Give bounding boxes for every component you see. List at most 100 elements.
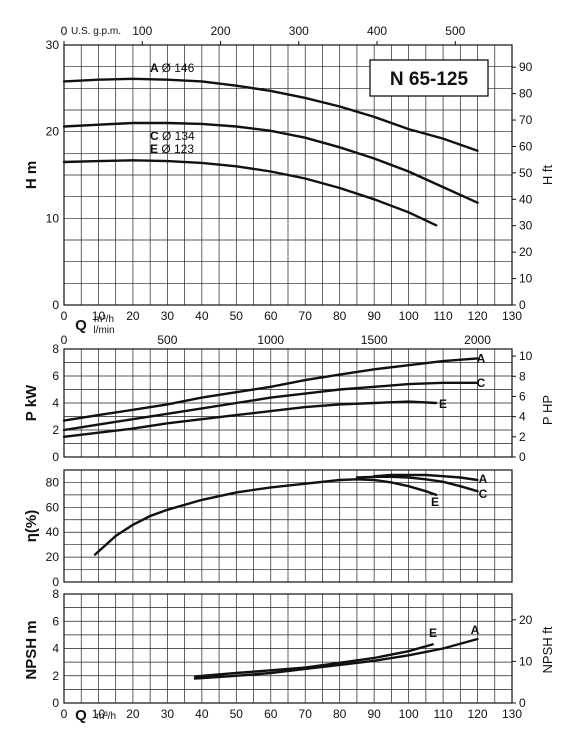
y-tick-label: 20 bbox=[46, 550, 60, 564]
curve-diameter: Ø 123 bbox=[161, 142, 194, 156]
y-right-tick-label: 0 bbox=[519, 298, 526, 312]
curve-letter: E bbox=[150, 142, 161, 156]
x-unit-label-bottom: m³/h bbox=[96, 711, 116, 722]
lmin-tick-label: 1000 bbox=[257, 333, 284, 347]
y-tick-label: 4 bbox=[52, 642, 59, 656]
y-tick-label: 6 bbox=[52, 369, 59, 383]
x-tick-label: 120 bbox=[468, 309, 488, 323]
x-tick-label: 40 bbox=[195, 309, 209, 323]
h-ft-axis-label: H ft bbox=[540, 165, 555, 186]
p-label-E: E bbox=[439, 397, 447, 411]
x-tick-label: 90 bbox=[367, 309, 381, 323]
y-tick-label: 0 bbox=[52, 696, 59, 710]
curve-letter: C bbox=[150, 129, 162, 143]
x-tick-label: 110 bbox=[434, 309, 453, 323]
x-tick-label: 90 bbox=[367, 707, 381, 721]
x-tick-label: 30 bbox=[161, 707, 175, 721]
y-right-tick-label: 10 bbox=[519, 272, 533, 286]
y-tick-label: 0 bbox=[52, 450, 59, 464]
top-tick-label: 400 bbox=[367, 24, 387, 38]
y-right-tick-label: 50 bbox=[519, 166, 533, 180]
eta-label-C: C bbox=[479, 487, 488, 501]
x-tick-label: 70 bbox=[299, 707, 313, 721]
x-tick-label: 100 bbox=[399, 707, 419, 721]
y-tick-label: 40 bbox=[46, 525, 60, 539]
lmin-tick-label: 2000 bbox=[464, 333, 491, 347]
y-tick-label: 10 bbox=[46, 211, 60, 225]
curve-C bbox=[62, 381, 479, 432]
x-tick-label: 110 bbox=[434, 707, 453, 721]
y-right-tick-label: 8 bbox=[519, 369, 526, 383]
npsh-label-E: E bbox=[429, 626, 437, 640]
top-tick-label: 500 bbox=[445, 24, 465, 38]
y-tick-label: 80 bbox=[46, 475, 60, 489]
lmin-tick-label: 0 bbox=[61, 333, 68, 347]
y-tick-label: 20 bbox=[46, 125, 60, 139]
top-tick-label: 0 bbox=[61, 24, 68, 38]
x-tick-label: 10 bbox=[92, 309, 106, 323]
panel-0-frame bbox=[63, 44, 513, 306]
curve-diameter: Ø 134 bbox=[162, 129, 195, 143]
x-tick-label: 20 bbox=[126, 309, 140, 323]
y-tick-label: 30 bbox=[46, 38, 60, 52]
gpm-axis-label: U.S. g.p.m. bbox=[71, 26, 121, 37]
q-axis-label: Q bbox=[75, 317, 87, 334]
x-unit-label: m³/h bbox=[94, 314, 114, 325]
top-tick-label: 300 bbox=[289, 24, 309, 38]
h-axis-label: H m bbox=[23, 161, 40, 189]
x-tick-label: 50 bbox=[230, 309, 244, 323]
y-right-tick-label: 20 bbox=[519, 613, 533, 627]
x-tick-label: 80 bbox=[333, 707, 347, 721]
x-tick-label: 130 bbox=[502, 707, 522, 721]
y-tick-label: 0 bbox=[52, 575, 59, 589]
eta-label-E: E bbox=[431, 495, 439, 509]
y-right-tick-label: 0 bbox=[519, 450, 526, 464]
x-tick-label: 20 bbox=[126, 707, 140, 721]
y-right-tick-label: 30 bbox=[519, 219, 533, 233]
curve-E bbox=[93, 478, 438, 556]
panel-3-frame bbox=[63, 593, 513, 704]
q-axis-label-bottom: Q bbox=[75, 707, 87, 724]
panel-2-frame bbox=[63, 469, 513, 583]
y-tick-label: 0 bbox=[52, 298, 59, 312]
x-tick-label: 80 bbox=[333, 309, 347, 323]
model-title: N 65-125 bbox=[390, 69, 469, 90]
y-tick-label: 4 bbox=[52, 396, 59, 410]
y-right-tick-label: 70 bbox=[519, 113, 533, 127]
curve-A bbox=[62, 77, 479, 152]
curve-C bbox=[355, 475, 479, 493]
npsh-axis-label: NPSH m bbox=[23, 620, 40, 679]
npsh-label-A: A bbox=[471, 623, 480, 637]
p-label-A: A bbox=[477, 351, 486, 365]
y-tick-label: 8 bbox=[52, 342, 59, 356]
y-right-tick-label: 4 bbox=[519, 410, 526, 424]
curve-E bbox=[62, 159, 438, 227]
y-right-tick-label: 90 bbox=[519, 60, 533, 74]
h-curve-label-A: A Ø 146 bbox=[150, 61, 195, 75]
y-right-tick-label: 6 bbox=[519, 389, 526, 403]
curve-E bbox=[193, 643, 434, 678]
x-tick-label: 0 bbox=[61, 707, 68, 721]
x-tick-label: 0 bbox=[61, 309, 68, 323]
top-tick-label: 100 bbox=[132, 24, 152, 38]
y-tick-label: 2 bbox=[52, 669, 59, 683]
curve-A bbox=[373, 473, 479, 482]
y-right-tick-label: 0 bbox=[519, 696, 526, 710]
y-tick-label: 8 bbox=[52, 587, 59, 601]
model-title-box bbox=[369, 59, 489, 97]
x-tick-label: 70 bbox=[299, 309, 313, 323]
y-tick-label: 60 bbox=[46, 500, 60, 514]
x-tick-label: 50 bbox=[230, 707, 244, 721]
npsh-ft-axis-label: NPSH ft bbox=[540, 626, 555, 673]
x-tick-label: 100 bbox=[399, 309, 419, 323]
lmin-tick-label: 1500 bbox=[361, 333, 388, 347]
y-right-tick-label: 10 bbox=[519, 349, 533, 363]
eta-label-A: A bbox=[479, 472, 488, 486]
p-label-C: C bbox=[477, 376, 486, 390]
top-tick-label: 200 bbox=[211, 24, 231, 38]
curve-A bbox=[193, 637, 479, 680]
x-unit2-label: l/min bbox=[93, 325, 114, 336]
x-tick-label: 130 bbox=[502, 309, 522, 323]
x-tick-label: 10 bbox=[92, 707, 106, 721]
